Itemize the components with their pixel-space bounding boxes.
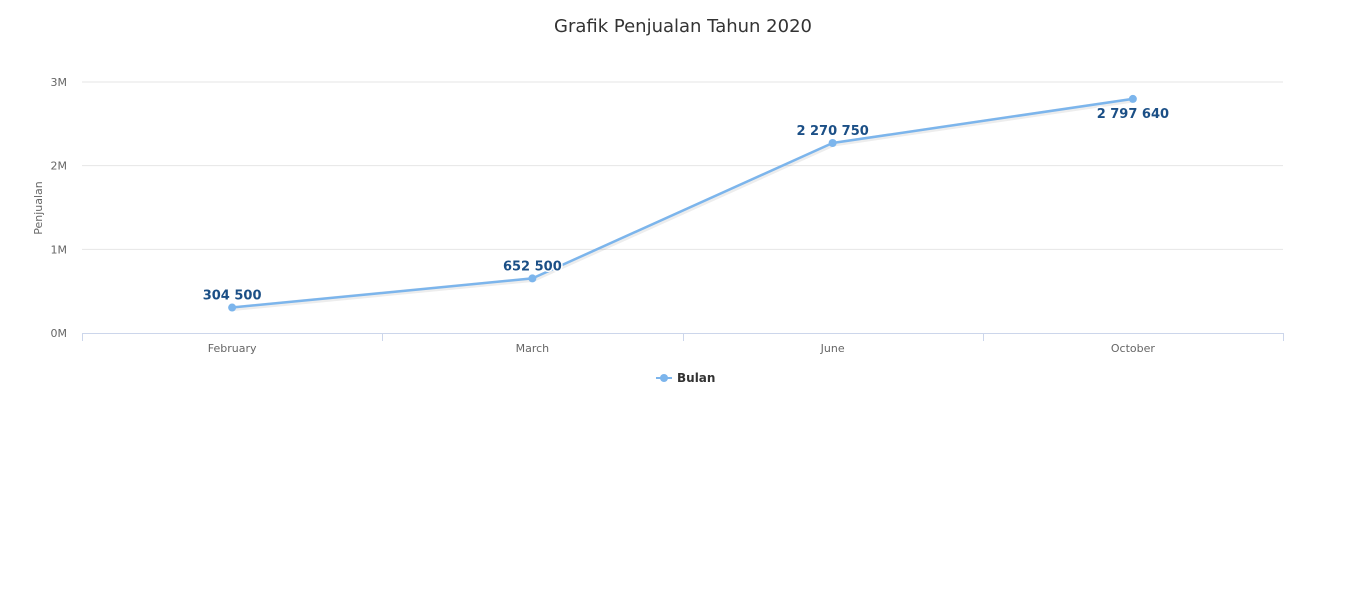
y-tick-label: 1M: [51, 243, 68, 256]
y-axis-ticks: 0M 1M 2M 3M: [51, 76, 68, 340]
series-line: [230, 97, 1135, 309]
chart-title: Grafik Penjualan Tahun 2020: [554, 16, 812, 37]
legend-label: Bulan: [677, 371, 715, 385]
data-point: [828, 139, 837, 148]
data-label: 2 270 750: [796, 124, 868, 139]
x-tick-label: June: [820, 342, 845, 355]
data-labels: 304 500 652 500 2 270 750 2 797 640: [201, 105, 1170, 305]
data-point: [528, 274, 537, 283]
legend-marker: [660, 374, 668, 382]
grid-lines: [82, 81, 1283, 250]
data-label: 2 797 640: [1097, 107, 1169, 122]
legend[interactable]: Bulan: [656, 371, 715, 385]
data-point: [1128, 94, 1137, 103]
data-label: 652 500: [503, 259, 562, 274]
data-point: [228, 303, 237, 312]
x-axis: February March June October: [82, 333, 1284, 355]
y-tick-label: 2M: [51, 160, 68, 173]
x-tick-label: February: [208, 342, 257, 355]
series-group: [228, 94, 1137, 312]
series-line-shadow: [230, 97, 1137, 311]
data-label: 304 500: [203, 289, 262, 304]
x-tick-label: March: [516, 342, 550, 355]
x-tick-label: October: [1111, 342, 1155, 355]
y-axis-title: Penjualan: [32, 181, 45, 235]
y-tick-label: 0M: [51, 327, 68, 340]
y-tick-label: 3M: [51, 76, 68, 89]
